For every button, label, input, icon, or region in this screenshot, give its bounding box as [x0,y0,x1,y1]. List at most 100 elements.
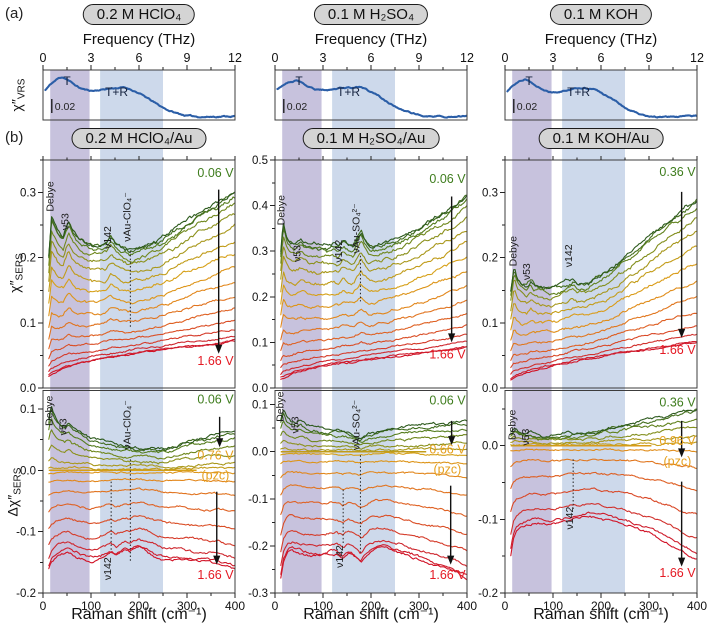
curve-0.66V [510,217,697,301]
tick-label-x: 3 [550,51,557,65]
curve-0.96V [510,263,697,331]
curve-1.26V [510,471,697,492]
region-label-T+R: T+R [105,85,128,99]
curve-1.06V [510,280,697,341]
tick-label-y: 0.1 [20,318,36,330]
voltage-label-0.96 V: 0.96 V [659,434,696,448]
annotation-ν53: ν53 [291,245,303,262]
curve-0.96V [280,285,467,328]
tick-label-x: 6 [368,51,375,65]
header-b-koh: 0.1 M KOH/Au [538,128,664,149]
curves-dsers-koh [510,408,697,560]
curve-0.56V [280,230,467,280]
ylabel-sers-main: χ″ [6,280,23,293]
curve-0.56V [48,223,235,282]
curve-0.56V [510,208,697,296]
tick-label-x: 300 [639,599,659,613]
curve-1.46V [48,335,235,373]
tick-label-x: 12 [460,51,474,65]
ylabel-vrs: χ″VRS [9,79,28,112]
annotation-Debye: Debye [507,410,519,441]
curve-0.76V [48,254,235,304]
tick-label-x: 9 [184,51,191,65]
region-label-T: T [63,74,71,88]
band-t-plus-r [562,70,625,593]
voltage-arrowhead [678,328,686,338]
tick-label-y: 0.3 [252,246,268,258]
curve-0.46V [48,213,235,274]
curve-0.86V [48,470,235,475]
tick-label-x: 400 [225,599,245,613]
tick-label-x: 0 [502,51,509,65]
voltage-label-1.66 V: 1.66 V [429,347,466,361]
curves-dsers-h2so4 [280,409,467,581]
annotation-ν142: ν142 [333,240,345,263]
curve-1.56V [280,346,467,378]
ylabel-vrs-sub: VRS [16,78,28,100]
tick-label-y: 0.1 [252,400,268,412]
curve-0.96V [48,477,235,483]
curve-0.66V [48,241,235,292]
curve-1.26V [280,324,467,362]
tick-label-x: 100 [81,599,101,613]
annotation-ν142: ν142 [102,226,114,249]
curve-0.46V [280,216,467,272]
tick-label-y: 0.3 [482,188,498,200]
curve-1.66V [510,342,697,381]
curve-1.26V [48,515,235,530]
curve-0.16V [280,194,467,255]
voltage-label-0.06 V: 0.06 V [197,166,234,180]
curve-0.96V [48,282,235,328]
curve-1.56V [280,544,467,575]
curve-1.16V [280,498,467,517]
annotation-ν53: ν53 [521,263,533,280]
tick-label-x: 0 [272,599,279,613]
tick-label-y: 0.2 [20,253,36,265]
curve-0.56V [280,446,467,452]
annotation-ν53: ν53 [520,428,532,445]
tick-label-y: 0.1 [20,404,36,416]
curve-0.76V [510,434,697,445]
annotation-ν142: ν142 [102,557,114,580]
panel-vrs-h2so4: 0 3 6 9 12 T T+R 0.02 [272,51,474,121]
tick-label-x: 100 [543,599,563,613]
scalebar-label: 0.02 [55,101,76,113]
raman-axis-title-3: Raman shift (cm⁻¹) [533,606,669,623]
tick-label-x: 200 [129,599,149,613]
curves-vrs-h2so4 [276,79,467,119]
panel-vrs-hclo4: 0 3 6 9 12 T T+R 0.02 [40,51,242,121]
annotation-Debye: Debye [44,395,56,426]
tick-label-y: 0.4 [252,201,269,213]
ylabel-dsers-sub: SERS [12,467,24,495]
curves-vrs-hclo4 [44,76,235,119]
curve-0.66V [48,465,235,471]
annotation-νAu-SO₄²⁻: νAu-SO₄²⁻ [351,399,363,450]
tick-label-x: 300 [409,599,429,613]
curve-0.46V [48,444,235,465]
annotation-Debye: Debye [276,195,288,226]
ylabel-sers: χ″SERS [7,253,26,293]
annotation-ν142: ν142 [564,507,576,530]
curve-1.16V [510,458,697,469]
curve-0.56V [48,457,235,469]
curve-1.46V [510,333,697,375]
scalebar-label: 0.02 [517,101,538,113]
tick-label-x: 0 [272,51,279,65]
curve-0.36V [48,429,235,460]
curve-1.16V [510,296,697,352]
tick-label-x: 300 [177,599,197,613]
tick-label-y: -0.2 [248,541,268,553]
tick-label-x: 400 [687,599,707,613]
header-a-h2so4: 0.1 M H₂SO₄ [313,4,429,25]
curve-0.96V [280,470,467,479]
freq-axis-title-1: Frequency (THz) [82,31,196,48]
curves-dsers-hclo4 [48,405,235,570]
curve-0.26V [48,196,235,259]
tick-label-y: 0.0 [20,383,36,395]
voltage-label-(pzc): (pzc) [663,454,691,468]
tick-label-x: 12 [228,51,242,65]
tick-label-y: 0.3 [20,188,36,200]
voltage-arrowhead [447,555,455,565]
